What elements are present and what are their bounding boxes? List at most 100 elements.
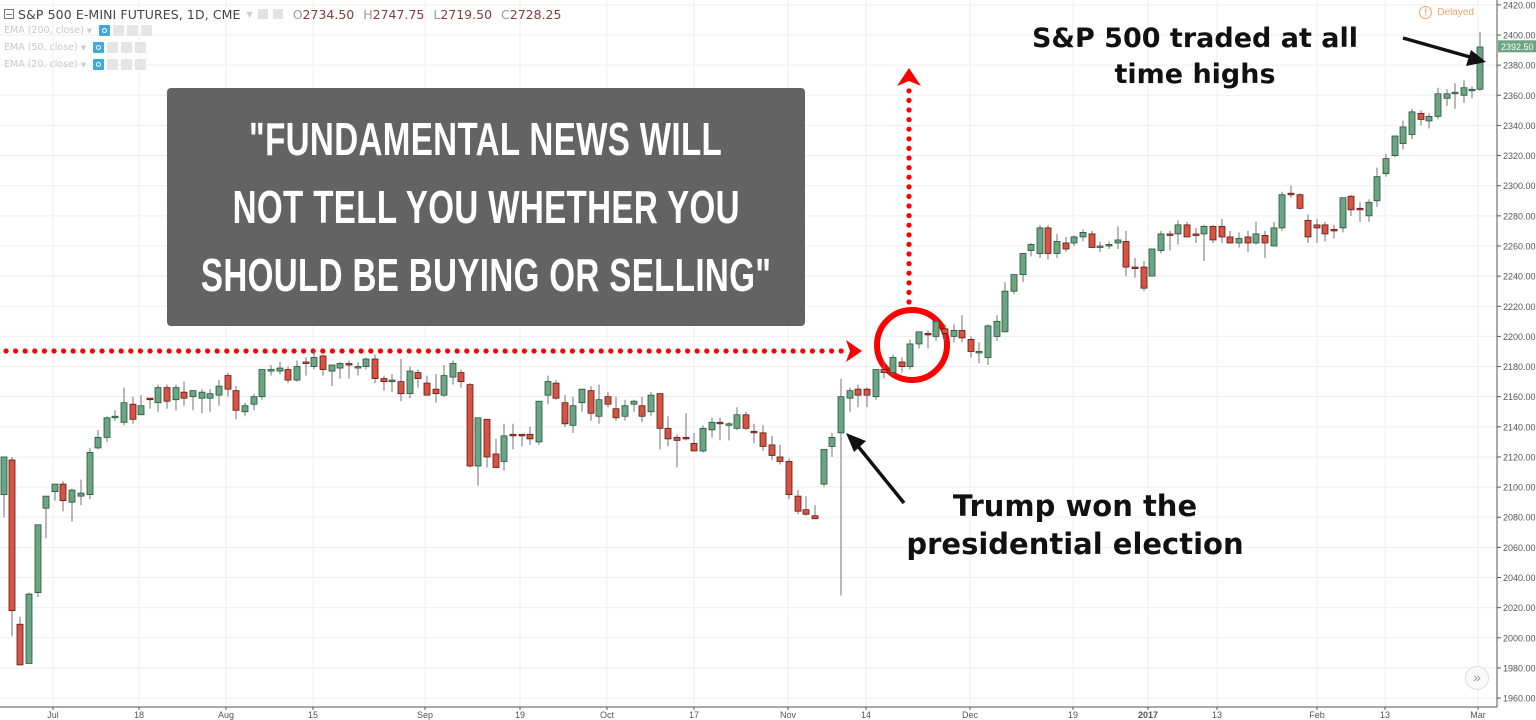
- svg-text:Mar: Mar: [1470, 710, 1486, 720]
- eye-icon[interactable]: [93, 42, 105, 53]
- svg-text:17: 17: [689, 710, 699, 720]
- annotation-arrows: [846, 36, 1486, 505]
- svg-text:2040.00: 2040.00: [1503, 573, 1536, 583]
- arrow-up-icon: [897, 68, 921, 86]
- warning-icon: !: [1419, 6, 1433, 19]
- chart-legend: S&P 500 E-MINI FUTURES, 1D, CME ▼ O2734.…: [4, 6, 561, 73]
- quote-line: NOT TELL YOU WHETHER YOU: [232, 181, 740, 233]
- svg-text:Feb: Feb: [1309, 710, 1325, 720]
- plus-icon[interactable]: [127, 25, 139, 36]
- quote-callout: "FUNDAMENTAL NEWS WILL NOT TELL YOU WHET…: [167, 88, 805, 326]
- chevron-down-icon[interactable]: ▼: [246, 9, 253, 19]
- svg-text:1960.00: 1960.00: [1503, 694, 1536, 704]
- svg-text:2360.00: 2360.00: [1503, 91, 1536, 101]
- arrow-right-icon: [846, 340, 862, 362]
- svg-text:2400.00: 2400.00: [1503, 31, 1536, 41]
- highlight-circle: [874, 307, 950, 383]
- chevron-down-icon[interactable]: ▼: [80, 43, 87, 52]
- svg-text:19: 19: [515, 710, 525, 720]
- svg-text:2100.00: 2100.00: [1503, 483, 1536, 493]
- annotation-text: presidential election: [906, 527, 1244, 561]
- annotation-text: Trump won the: [952, 489, 1198, 523]
- indicator-ema-200[interactable]: EMA (200, close) ▼: [4, 22, 561, 39]
- plus-icon[interactable]: [121, 59, 133, 70]
- indicator-label[interactable]: EMA (50, close): [4, 42, 78, 53]
- svg-text:2392.50: 2392.50: [1501, 42, 1534, 52]
- svg-text:2080.00: 2080.00: [1503, 513, 1536, 523]
- svg-text:2340.00: 2340.00: [1503, 121, 1536, 131]
- ohlc-low: L2719.50: [433, 6, 493, 22]
- svg-text:2380.00: 2380.00: [1503, 61, 1536, 71]
- arrow-icon: [1466, 50, 1486, 66]
- chevron-down-icon[interactable]: ▼: [80, 60, 87, 69]
- close-icon[interactable]: [141, 25, 153, 36]
- svg-text:2240.00: 2240.00: [1503, 272, 1536, 282]
- delayed-badge[interactable]: ! Delayed: [1419, 6, 1474, 19]
- svg-text:2060.00: 2060.00: [1503, 543, 1536, 553]
- svg-text:2220.00: 2220.00: [1503, 302, 1536, 312]
- svg-text:Dec: Dec: [962, 710, 979, 720]
- svg-text:2020.00: 2020.00: [1503, 603, 1536, 613]
- svg-text:2420.00: 2420.00: [1503, 0, 1536, 10]
- indicator-label[interactable]: EMA (20, close): [4, 59, 78, 70]
- eye-icon[interactable]: [257, 9, 268, 19]
- gear-icon[interactable]: [107, 42, 119, 53]
- quote-line: "FUNDAMENTAL NEWS WILL: [249, 113, 723, 165]
- delayed-label: Delayed: [1437, 7, 1474, 18]
- eye-icon[interactable]: [93, 59, 105, 70]
- svg-text:2120.00: 2120.00: [1503, 452, 1536, 462]
- candles: [0, 31, 1484, 666]
- svg-text:Oct: Oct: [600, 710, 615, 720]
- symbol-row: S&P 500 E-MINI FUTURES, 1D, CME ▼ O2734.…: [4, 6, 561, 22]
- indicator-label[interactable]: EMA (200, close): [4, 25, 84, 36]
- indicator-ema-50[interactable]: EMA (50, close) ▼: [4, 39, 561, 56]
- svg-text:Sep: Sep: [417, 710, 433, 720]
- svg-text:13: 13: [1380, 710, 1390, 720]
- annotation-text: S&P 500 traded at all: [1031, 23, 1358, 54]
- svg-text:2160.00: 2160.00: [1503, 392, 1536, 402]
- close-icon[interactable]: [135, 42, 147, 53]
- price-axis[interactable]: 2420.00 2400.00 2380.00 2360.00 2340.00 2320.…: [1496, 0, 1536, 720]
- indicator-ema-20[interactable]: EMA (20, close) ▼: [4, 56, 561, 73]
- time-axis[interactable]: Jul 18 Aug 15 Sep 19 Oct 17 Nov 14 Dec 19 2017 13 Feb 1…: [0, 706, 1497, 720]
- svg-text:2300.00: 2300.00: [1503, 181, 1536, 191]
- ohlc-open: O2734.50: [292, 6, 355, 22]
- svg-text:2180.00: 2180.00: [1503, 362, 1536, 372]
- annotation-lines: [3, 68, 950, 383]
- ohlc-values: O2734.50 H2747.75 L2719.50 C2728.25: [293, 7, 562, 22]
- svg-text:18: 18: [134, 710, 144, 720]
- svg-text:15: 15: [308, 710, 318, 720]
- election-annotation: Trump won the presidential election: [880, 487, 1270, 563]
- collapse-icon[interactable]: [4, 9, 14, 19]
- svg-text:2280.00: 2280.00: [1503, 211, 1536, 221]
- svg-text:19: 19: [1068, 710, 1078, 720]
- gear-icon[interactable]: [107, 59, 119, 70]
- svg-text:Aug: Aug: [218, 710, 234, 720]
- svg-text:2140.00: 2140.00: [1503, 422, 1536, 432]
- svg-text:2260.00: 2260.00: [1503, 241, 1536, 251]
- ohlc-close: C2728.25: [501, 6, 562, 22]
- arrow-icon: [846, 433, 866, 452]
- close-icon[interactable]: [135, 59, 147, 70]
- svg-text:2000.00: 2000.00: [1503, 633, 1536, 643]
- eye-icon[interactable]: [99, 25, 111, 36]
- svg-text:2200.00: 2200.00: [1503, 332, 1536, 342]
- plus-icon[interactable]: [121, 42, 133, 53]
- symbol-title[interactable]: S&P 500 E-MINI FUTURES, 1D, CME: [18, 6, 241, 22]
- svg-text:2320.00: 2320.00: [1503, 151, 1536, 161]
- all-time-high-annotation: S&P 500 traded at all time highs: [990, 21, 1400, 93]
- quote-line: SHOULD BE BUYING OR SELLING": [200, 249, 772, 301]
- svg-text:2017: 2017: [1138, 710, 1158, 720]
- chevron-down-icon[interactable]: ▼: [86, 26, 93, 35]
- svg-text:1980.00: 1980.00: [1503, 663, 1536, 673]
- gear-icon[interactable]: [272, 9, 283, 19]
- svg-text:Nov: Nov: [780, 710, 797, 720]
- annotation-text: time highs: [1114, 59, 1276, 90]
- scroll-to-realtime-button[interactable]: »: [1465, 666, 1489, 690]
- gear-icon[interactable]: [113, 25, 125, 36]
- svg-text:13: 13: [1212, 710, 1222, 720]
- svg-text:14: 14: [861, 710, 871, 720]
- svg-text:Jul: Jul: [47, 710, 59, 720]
- ohlc-high: H2747.75: [363, 6, 425, 22]
- last-price-label: [1498, 40, 1536, 53]
